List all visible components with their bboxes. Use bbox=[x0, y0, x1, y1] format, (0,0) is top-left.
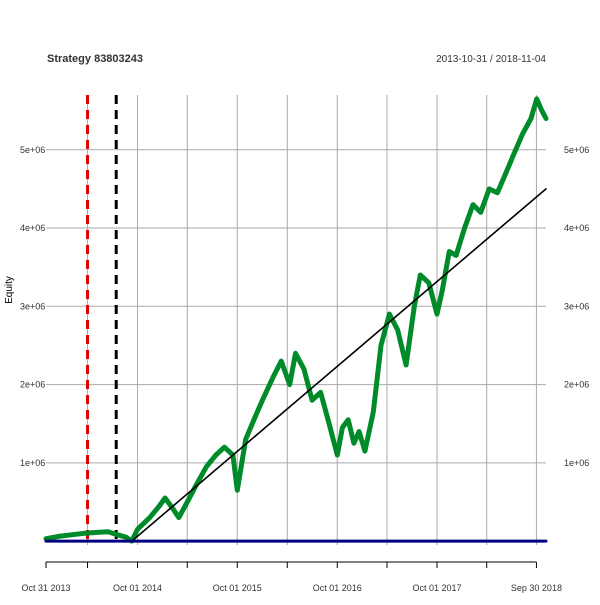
x-tick-label: Oct 31 2013 bbox=[21, 583, 70, 593]
trend-series-line bbox=[131, 188, 547, 542]
y-tick-label-right: 4e+06 bbox=[564, 223, 589, 233]
y-tick-label-right: 2e+06 bbox=[564, 380, 589, 390]
y-tick-label-left: 3e+06 bbox=[20, 301, 45, 311]
y-tick-label-right: 5e+06 bbox=[564, 145, 589, 155]
label-layer: Strategy 83803243 2013-10-31 / 2018-11-0… bbox=[4, 53, 589, 593]
chart-title: Strategy 83803243 bbox=[47, 53, 143, 65]
date-range: 2013-10-31 / 2018-11-04 bbox=[436, 54, 546, 65]
x-tick-label: Oct 01 2014 bbox=[113, 583, 162, 593]
y-tick-label-right: 3e+06 bbox=[564, 301, 589, 311]
y-tick-label-left: 4e+06 bbox=[20, 223, 45, 233]
marker-layer bbox=[86, 95, 118, 545]
x-tick-label: Oct 01 2016 bbox=[313, 583, 362, 593]
y-tick-label-left: 1e+06 bbox=[20, 458, 45, 468]
x-tick-label: Oct 01 2017 bbox=[412, 583, 461, 593]
x-tick-label: Sep 30 2018 bbox=[511, 583, 562, 593]
equity-series-line bbox=[43, 96, 549, 544]
y-tick-label-right: 1e+06 bbox=[564, 458, 589, 468]
y-tick-label-left: 5e+06 bbox=[20, 145, 45, 155]
grid-layer bbox=[46, 95, 546, 545]
x-tick-label: Oct 01 2015 bbox=[213, 583, 262, 593]
series-layer bbox=[43, 96, 549, 544]
y-axis-label: Equity bbox=[4, 276, 15, 304]
y-tick-label-left: 2e+06 bbox=[20, 380, 45, 390]
axis-layer bbox=[45, 561, 537, 568]
